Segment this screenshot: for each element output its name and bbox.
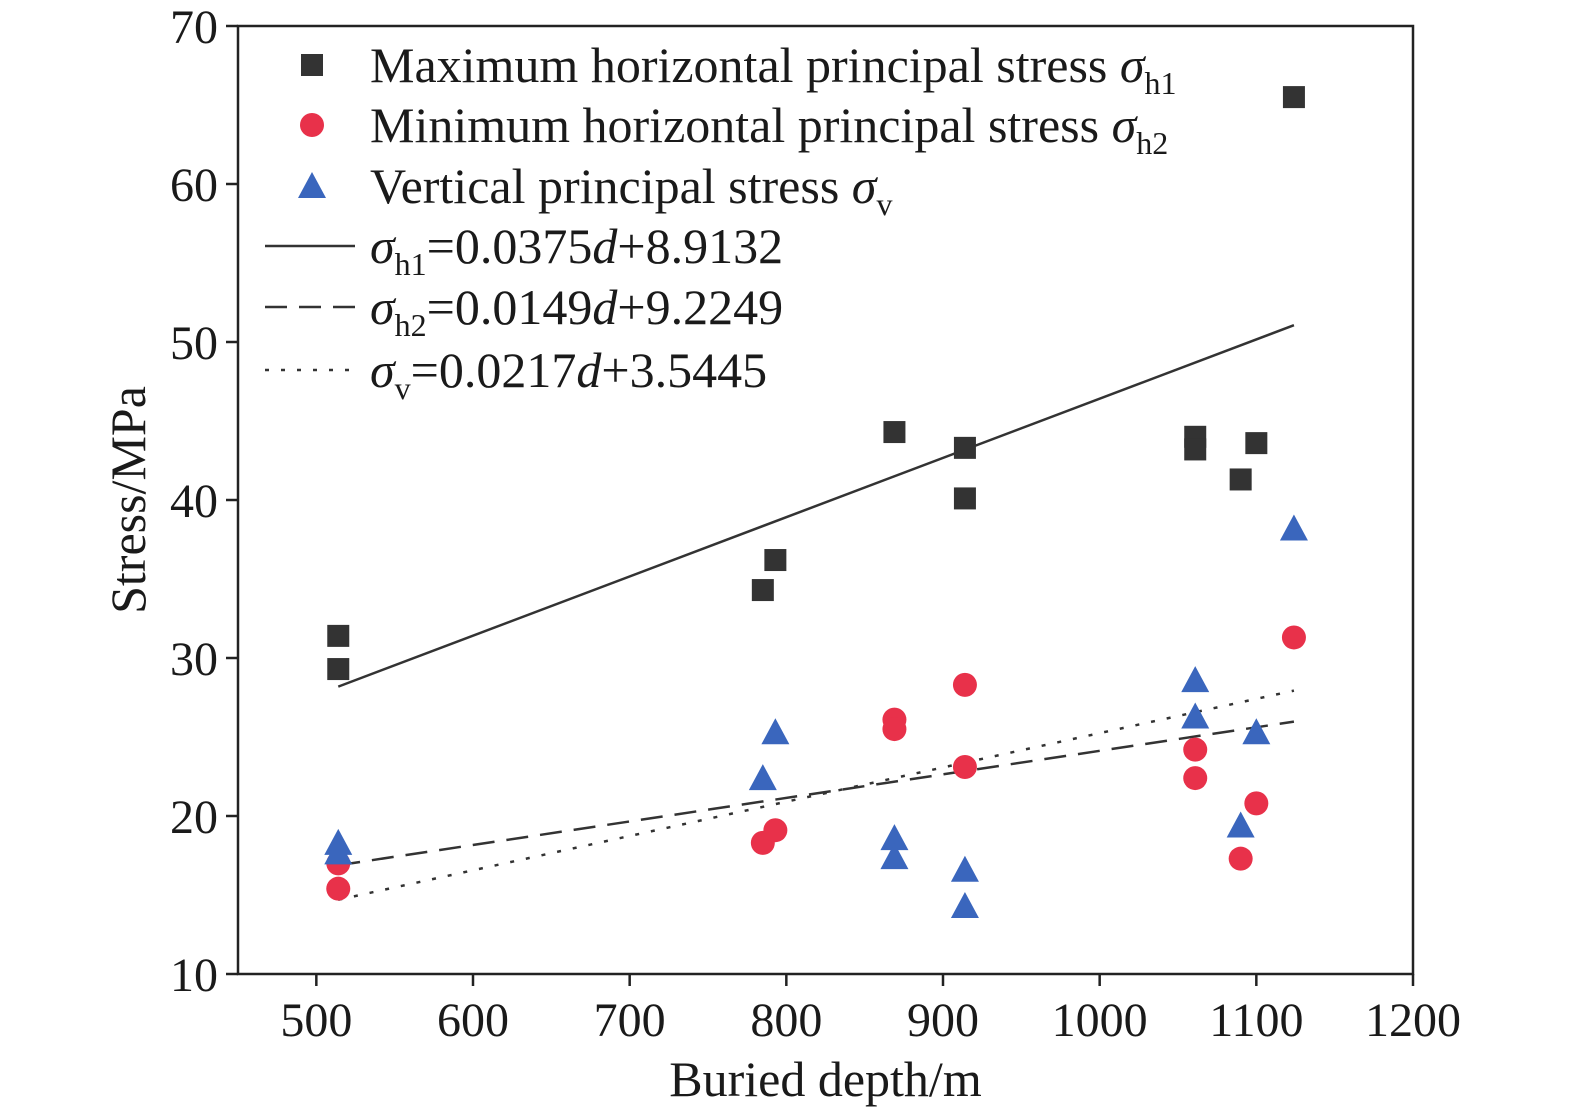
x-tick-label: 700 — [594, 994, 666, 1047]
sh2-point — [1281, 625, 1306, 650]
sh2-point — [1183, 766, 1208, 791]
sh1-point — [1229, 468, 1252, 491]
y-tick-label: 70 — [170, 1, 218, 54]
legend: Maximum horizontal principal stress σh1M… — [265, 37, 1177, 406]
x-tick-label: 600 — [437, 994, 509, 1047]
sh1-point — [764, 549, 787, 572]
sh1-point — [1184, 438, 1207, 461]
y-tick-label: 50 — [170, 317, 218, 370]
sv-point — [880, 824, 909, 851]
sv-point — [880, 843, 909, 870]
x-tick-label: 1000 — [1052, 994, 1148, 1047]
y-axis-title: Stress/MPa — [100, 386, 156, 614]
sh2-point — [763, 818, 788, 843]
sh2-point — [1183, 737, 1208, 762]
fit-sh2-line — [338, 720, 1295, 867]
sh2-point — [1244, 791, 1269, 816]
sh2-point — [1228, 846, 1253, 871]
legend-label-sv: Vertical principal stress σv — [370, 158, 892, 222]
sh2-point — [326, 876, 351, 901]
y-tick-label: 30 — [170, 633, 218, 686]
sh1-point — [953, 436, 976, 459]
legend-marker-sh2 — [300, 113, 324, 137]
sh1-point — [1282, 86, 1305, 109]
x-axis-title: Buried depth/m — [669, 1051, 982, 1107]
sv-point — [761, 718, 790, 745]
sv-point — [950, 892, 979, 919]
y-tick-label: 10 — [170, 949, 218, 1002]
sh1-point — [327, 658, 350, 681]
legend-marker-sv — [298, 172, 326, 198]
x-tick-label: 900 — [907, 994, 979, 1047]
sh1-point — [327, 624, 350, 647]
sv-point — [1181, 666, 1210, 693]
legend-label-fit-sh2: σh2=0.0149d+9.2249 — [370, 279, 783, 343]
y-tick-label: 40 — [170, 475, 218, 528]
sv-point — [324, 838, 353, 865]
sh2-point — [952, 755, 977, 780]
sh1-point — [1245, 432, 1268, 455]
sv-point — [950, 855, 979, 882]
sv-point — [1181, 702, 1210, 729]
data-points — [324, 86, 1308, 919]
x-tick-label: 1100 — [1209, 994, 1303, 1047]
sh1-point — [953, 487, 976, 510]
sh2-point — [952, 672, 977, 697]
legend-label-sh2: Minimum horizontal principal stress σh2 — [370, 97, 1168, 161]
sv-point — [1242, 718, 1271, 745]
x-tick-label: 800 — [750, 994, 822, 1047]
fit-sh1-line — [337, 324, 1295, 688]
sh1-point — [883, 421, 906, 444]
x-tick-label: 1200 — [1365, 994, 1461, 1047]
legend-label-fit-sh1: σh1=0.0375d+8.9132 — [370, 218, 783, 282]
legend-marker-sh1 — [301, 54, 323, 76]
sh1-point — [751, 579, 774, 602]
axes: 500 600 700 800 900 1000 1100 1200 10 20 30 40 50 60 7… — [100, 1, 1461, 1107]
fit-sv-line — [337, 689, 1295, 901]
sv-point — [1279, 514, 1308, 541]
legend-label-sh1: Maximum horizontal principal stress σh1 — [370, 37, 1177, 101]
y-tick-label: 60 — [170, 159, 218, 212]
x-tick-label: 500 — [280, 994, 352, 1047]
sv-point — [748, 764, 777, 791]
fit-lines — [337, 324, 1295, 901]
legend-label-fit-sv: σv=0.0217d+3.5445 — [370, 342, 767, 406]
sh2-point — [882, 717, 907, 742]
y-tick-label: 20 — [170, 791, 218, 844]
sv-point — [1226, 811, 1255, 838]
